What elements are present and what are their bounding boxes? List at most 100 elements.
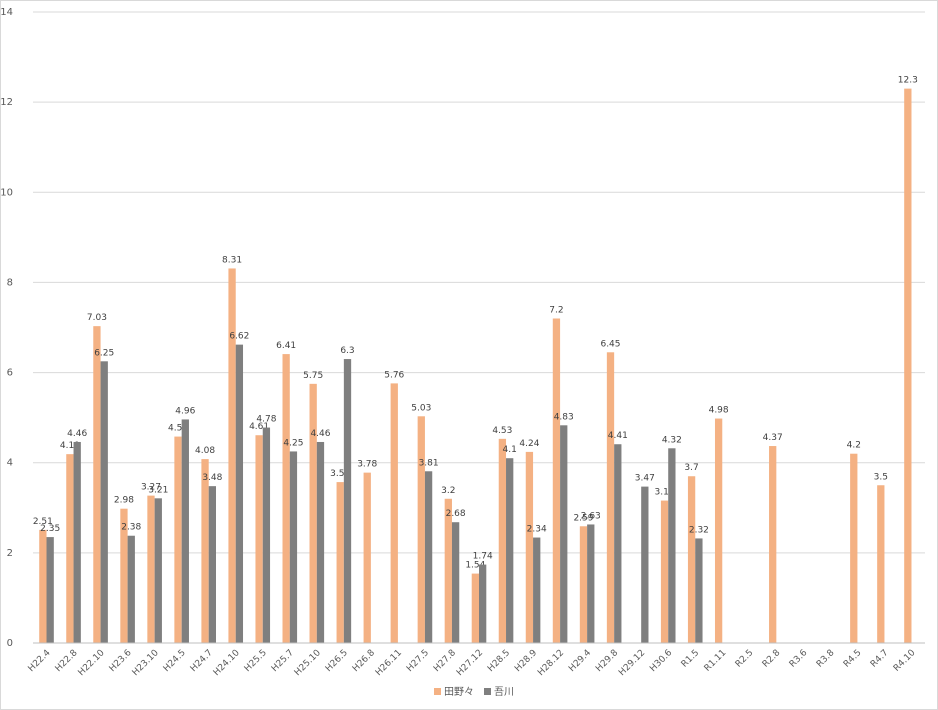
bar — [695, 538, 703, 643]
data-label: 1.74 — [473, 552, 493, 562]
bar — [316, 441, 325, 643]
bar — [498, 438, 507, 643]
y-tick-label: 2 — [7, 548, 13, 559]
data-label: 6.25 — [94, 348, 114, 358]
bar — [93, 326, 101, 643]
data-label: 4.32 — [662, 435, 682, 445]
bar — [533, 537, 541, 643]
data-label: 3.47 — [635, 474, 655, 484]
bar — [262, 427, 271, 643]
data-label: 3.21 — [148, 485, 168, 495]
bar — [606, 352, 615, 643]
bar — [181, 419, 189, 643]
bar — [471, 573, 479, 643]
bar — [66, 454, 74, 643]
data-label: 2.59 — [573, 513, 593, 523]
data-label: 4.37 — [763, 433, 783, 443]
data-label: 4.08 — [195, 446, 215, 456]
data-label: 2.34 — [527, 525, 547, 535]
bar — [479, 564, 487, 643]
bar — [343, 359, 352, 643]
legend-label: 吾川 — [494, 686, 514, 698]
bar — [201, 459, 209, 643]
data-label: 4.41 — [608, 431, 628, 441]
data-label: 4.78 — [256, 415, 276, 425]
legend-label: 田野々 — [444, 686, 474, 698]
data-label: 4.25 — [283, 438, 303, 448]
legend-swatch — [484, 688, 491, 695]
bar — [147, 495, 155, 643]
data-label: 2.98 — [114, 496, 134, 506]
bar — [687, 476, 696, 643]
data-label: 6.41 — [276, 341, 296, 351]
bar — [904, 88, 912, 643]
data-label: 4.96 — [175, 406, 195, 416]
data-label: 2.32 — [689, 525, 709, 535]
data-label: 3.81 — [419, 458, 439, 468]
bar — [46, 537, 54, 643]
data-label: 6.62 — [229, 332, 249, 342]
bar — [127, 535, 135, 643]
bar — [282, 354, 290, 643]
bar — [363, 472, 371, 643]
data-label: 4.98 — [709, 406, 729, 416]
bar — [174, 436, 182, 643]
data-label: 3.27 — [141, 483, 161, 493]
bar — [614, 444, 622, 643]
bar — [154, 498, 162, 643]
data-label: 2.51 — [33, 517, 53, 527]
data-label: 2.68 — [446, 509, 466, 519]
data-label: 4.53 — [492, 426, 512, 436]
data-label: 4.24 — [519, 439, 539, 449]
data-label: 12.3 — [898, 76, 918, 86]
data-label: 3.57 — [330, 469, 350, 479]
data-label: 4.1 — [503, 445, 517, 455]
bar — [560, 425, 568, 643]
y-tick-label: 8 — [7, 277, 13, 288]
data-label: 3.78 — [357, 460, 377, 470]
bar — [660, 500, 669, 643]
data-label: 4.61 — [249, 422, 269, 432]
data-label: 3.2 — [441, 486, 455, 496]
data-label: 5.76 — [384, 370, 404, 380]
data-label: 2.63 — [581, 511, 601, 521]
bar — [769, 446, 777, 643]
data-label: 6.3 — [340, 346, 354, 356]
y-tick-label: 12 — [0, 97, 13, 108]
bar — [390, 383, 398, 643]
bar — [73, 441, 81, 643]
data-label: 3.7 — [684, 463, 698, 473]
data-label: 6.45 — [600, 339, 620, 349]
bar — [506, 458, 514, 643]
data-label: 3.16 — [655, 488, 675, 498]
bar — [877, 485, 885, 643]
bar — [552, 318, 561, 643]
bar — [424, 471, 433, 643]
bar — [587, 524, 595, 643]
data-label: 3.5 — [874, 472, 888, 482]
bar — [579, 526, 588, 643]
data-label: 4.2 — [847, 441, 861, 451]
y-tick-label: 0 — [7, 638, 13, 649]
bar — [39, 529, 47, 643]
bar — [714, 418, 723, 643]
bar — [120, 508, 128, 643]
data-label: 4.83 — [554, 412, 574, 422]
bar — [208, 486, 216, 643]
bar — [289, 451, 298, 643]
bar — [336, 482, 344, 643]
data-label: 3.48 — [202, 473, 222, 483]
y-tick-label: 10 — [0, 187, 13, 198]
y-tick-label: 14 — [0, 7, 13, 18]
data-label: 4.46 — [310, 429, 330, 439]
data-label: 5.75 — [303, 371, 323, 381]
bar — [255, 435, 263, 643]
y-tick-label: 4 — [7, 458, 13, 469]
data-label: 5.03 — [411, 403, 431, 413]
bar — [235, 344, 244, 643]
data-label: 7.2 — [549, 305, 563, 315]
bar — [228, 268, 236, 643]
bar — [309, 383, 317, 643]
